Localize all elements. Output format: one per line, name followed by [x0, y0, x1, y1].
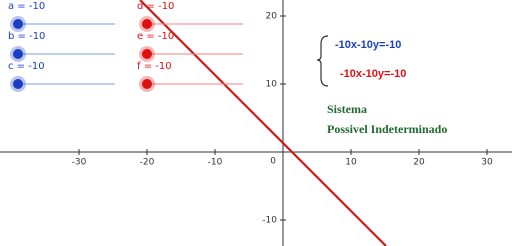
equation: -10x-10y=-10 — [340, 68, 406, 80]
y-tick-label: 10 — [266, 80, 278, 90]
slider-knob[interactable] — [142, 19, 152, 29]
x-tick-label: 10 — [345, 158, 357, 168]
slider-label: e = -10 — [137, 31, 174, 42]
x-tick-label: 20 — [413, 158, 425, 168]
equation: -10x-10y=-10 — [335, 39, 401, 51]
x-tick-label: -20 — [140, 158, 155, 168]
x-tick-label: -30 — [72, 158, 87, 168]
slider-label: c = -10 — [8, 61, 45, 72]
solution-line — [139, 0, 387, 246]
system-title: Sistema — [327, 102, 367, 116]
slider-label: d = -10 — [137, 1, 174, 12]
x-tick-label: 30 — [481, 158, 493, 168]
y-tick-label: -10 — [262, 216, 277, 226]
system-brace — [316, 35, 329, 87]
system-classification: Possivel Indeterminado — [327, 122, 447, 136]
slider-knob[interactable] — [142, 79, 152, 89]
slider-label: a = -10 — [8, 1, 45, 12]
origin-label: 0 — [270, 157, 276, 167]
y-tick-label: 20 — [266, 12, 278, 22]
slider-label: f = -10 — [137, 61, 172, 72]
slider-knob[interactable] — [13, 49, 23, 59]
slider-knob[interactable] — [13, 19, 23, 29]
slider-knob[interactable] — [13, 79, 23, 89]
x-tick-label: -10 — [208, 158, 223, 168]
slider-knob[interactable] — [142, 49, 152, 59]
slider-label: b = -10 — [8, 31, 45, 42]
